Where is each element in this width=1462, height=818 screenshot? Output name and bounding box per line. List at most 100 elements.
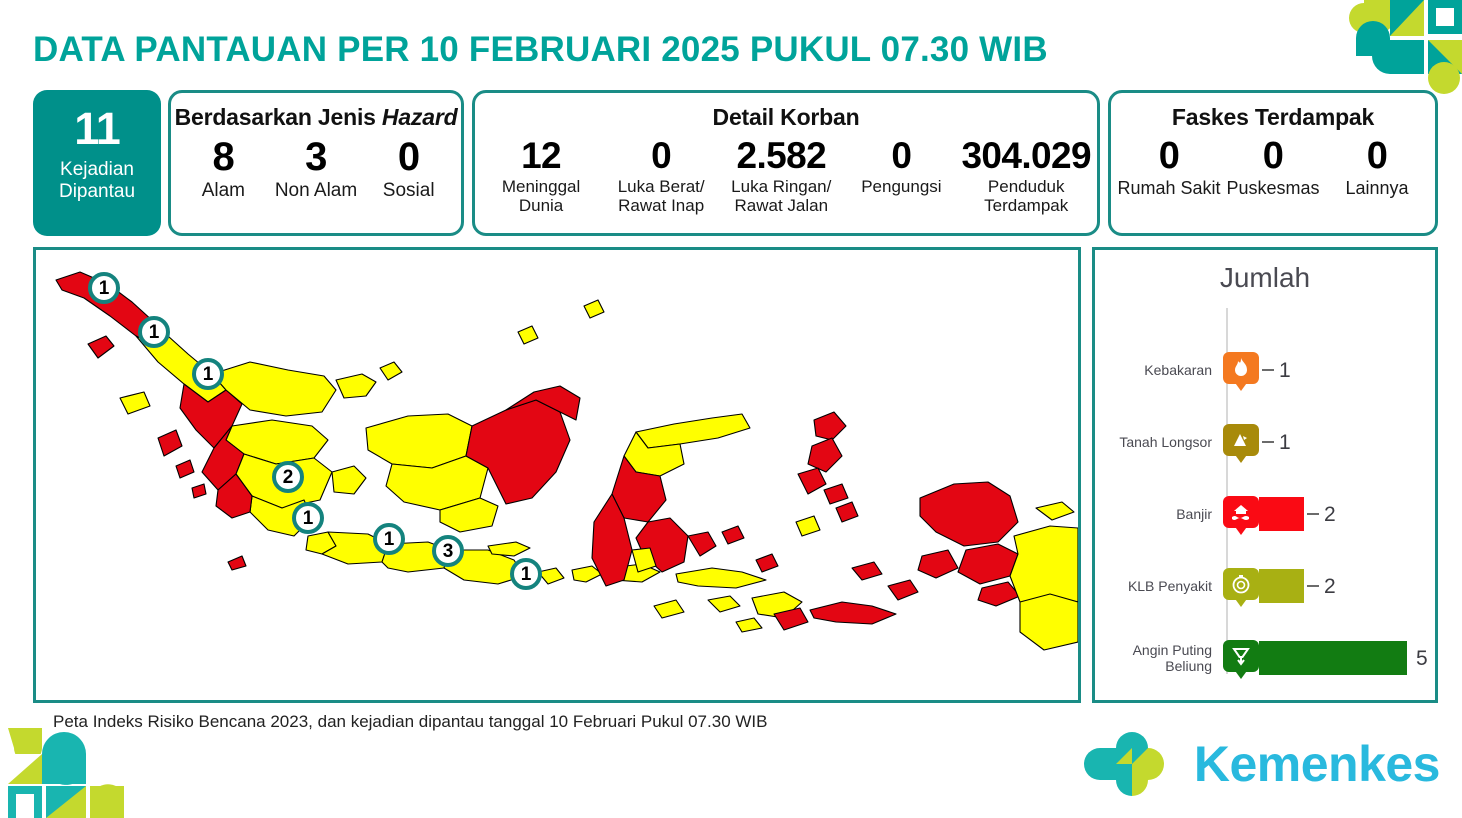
metric-alam-value: 8 [212,135,235,179]
map-marker[interactable]: 1 [138,316,170,348]
map-marker[interactable]: 1 [373,523,405,555]
decorative-corner-bottom-left [8,728,124,818]
marker-ring [432,535,464,567]
metric-puskesmas: 0 Puskesmas [1221,137,1325,198]
metric-penduduk-terdampak: 304.029 Penduduk Terdampak [961,137,1091,215]
metric-meninggal-value: 12 [521,135,562,176]
bar-row-klb-penyakit[interactable]: KLB Penyakit 2 [1095,560,1435,612]
metric-luka-berat: 0 Luka Berat/ Rawat Inap [601,137,721,215]
card-kejadian-dipantau: 11 Kejadian Dipantau [33,90,161,236]
bar-tick [1307,585,1319,587]
metric-alam: 8 Alam [177,137,270,201]
marker-ring [373,523,405,555]
marker-count: 2 [282,466,294,488]
bar-label: Angin Puting Beliung [1132,641,1212,674]
map-marker[interactable]: 1 [510,558,542,590]
hazard-card-title: Berdasarkan Jenis Hazard [171,93,461,131]
bar-row-tanah-longsor[interactable]: Tanah Longsor 1 [1095,416,1435,468]
disease-outbreak-icon [1223,568,1259,607]
kejadian-value: 11 [74,103,121,154]
metric-alam-label: Alam [201,179,245,201]
metric-lainnya: 0 Lainnya [1325,137,1429,198]
metric-meninggal-label: Meninggal Dunia [501,176,581,215]
bar-tick [1262,369,1274,371]
hazard-title-italic: Hazard [381,104,458,130]
korban-metrics: 12 Meninggal Dunia 0 Luka Berat/ Rawat I… [475,131,1097,215]
marker-ring [192,358,224,390]
metric-lainnya-label: Lainnya [1345,177,1409,198]
metric-non-alam-value: 3 [305,135,327,179]
footer-note: Peta Indeks Risiko Bencana 2023, dan kej… [53,712,768,731]
metric-sosial-label: Sosial [382,179,435,201]
marker-count: 1 [302,507,314,529]
metric-meninggal-dunia: 12 Meninggal Dunia [481,137,601,215]
bar-value: 2 [1324,502,1336,526]
metric-luka-berat-value: 0 [651,135,672,176]
marker-ring [138,316,170,348]
marker-count: 1 [202,363,214,385]
map-marker[interactable]: 2 [272,461,304,493]
bar-tick [1307,513,1319,515]
metric-luka-ringan: 2.582 Luka Ringan/ Rawat Jalan [721,137,841,215]
page-title: DATA PANTAUAN PER 10 FEBRUARI 2025 PUKUL… [33,30,1048,69]
marker-count: 1 [383,528,395,550]
map-marker[interactable]: 1 [88,272,120,304]
bar-row-kebakaran[interactable]: Kebakaran 1 [1095,344,1435,396]
marker-count: 1 [98,277,110,299]
card-faskes-terdampak: Faskes Terdampak 0 Rumah Sakit 0 Puskesm… [1108,90,1438,236]
metric-rumah-sakit: 0 Rumah Sakit [1117,137,1221,198]
bar-value: 1 [1279,358,1291,382]
map-marker[interactable]: 1 [292,502,324,534]
card-detail-korban: Detail Korban 12 Meninggal Dunia 0 Luka … [472,90,1100,236]
bar-row-angin-puting-beliung[interactable]: Angin Puting Beliung 5 [1095,632,1435,684]
metric-pengungsi-value: 0 [891,135,912,176]
flood-icon [1223,496,1259,535]
kemenkes-wordmark: Kemenkes [1193,736,1441,792]
chart-panel-jumlah: Jumlah Kebakaran 1 Tanah Longsor [1092,247,1438,703]
metric-sosial-value: 0 [397,135,420,179]
bar-label: Tanah Longsor [1119,433,1212,450]
kemenkes-logo: Kemenkes [1078,728,1441,800]
marker-ring [88,272,120,304]
metric-rumah-sakit-value: 0 [1158,135,1180,177]
indonesia-risk-map [55,271,1078,651]
marker-count: 1 [148,321,160,343]
metric-puskesmas-value: 0 [1262,135,1284,177]
kejadian-label-line2: Dipantau [58,180,136,202]
bar-tick [1262,441,1274,443]
faskes-metrics: 0 Rumah Sakit 0 Puskesmas 0 Lainnya [1111,131,1435,198]
bar-value: 1 [1279,430,1291,454]
metric-penduduk-value: 304.029 [961,135,1091,176]
marker-ring [272,461,304,493]
marker-count: 1 [520,563,532,585]
landslide-icon [1223,424,1259,463]
bar-value: 5 [1416,646,1428,670]
bar-fill [1259,497,1304,531]
card-jenis-hazard: Berdasarkan Jenis Hazard 8 Alam 3 Non Al… [168,90,464,236]
metric-non-alam-label: Non Alam [274,179,358,201]
korban-card-title: Detail Korban [712,104,860,130]
metric-sosial: 0 Sosial [362,137,455,201]
fire-icon [1223,352,1259,391]
metric-pengungsi: 0 Pengungsi [841,137,961,196]
bar-label: KLB Penyakit [1127,577,1212,594]
marker-count: 3 [442,540,454,562]
metric-luka-ringan-value: 2.582 [736,135,827,176]
bar-fill [1259,641,1407,675]
metric-non-alam: 3 Non Alam [270,137,363,201]
hazard-title-plain: Berdasarkan Jenis [174,104,382,130]
faskes-card-title: Faskes Terdampak [1171,104,1375,130]
map-marker[interactable]: 1 [192,358,224,390]
metric-luka-ringan-label: Luka Ringan/ Rawat Jalan [731,176,832,215]
metric-penduduk-label: Penduduk Terdampak [984,176,1069,215]
marker-ring [510,558,542,590]
bar-row-banjir[interactable]: Banjir 2 [1095,488,1435,540]
metric-rumah-sakit-label: Rumah Sakit [1117,177,1221,198]
map-panel[interactable]: 1 1 1 2 1 1 3 1 [33,247,1081,703]
map-marker[interactable]: 3 [432,535,464,567]
bar-label: Kebakaran [1144,361,1212,378]
hazard-metrics: 8 Alam 3 Non Alam 0 Sosial [171,131,461,201]
chart-body: Kebakaran 1 Tanah Longsor [1095,300,1435,680]
bar-fill [1259,569,1304,603]
metric-luka-berat-label: Luka Berat/ Rawat Inap [617,176,705,215]
